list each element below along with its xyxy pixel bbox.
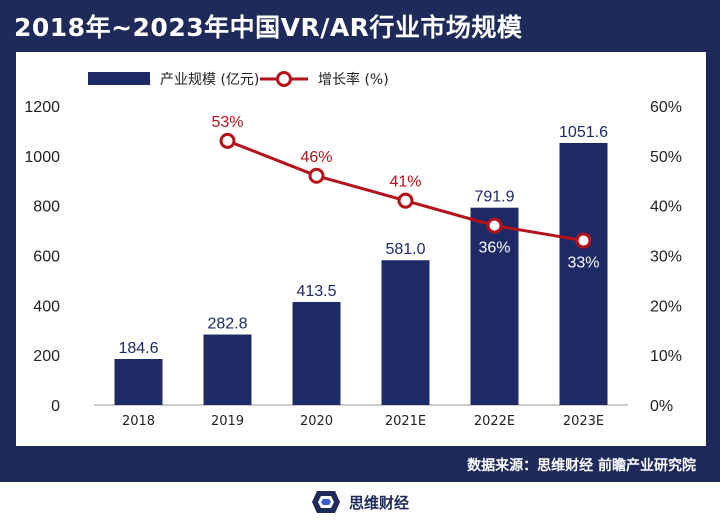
growth-point xyxy=(486,217,503,234)
chart-panel: 产业规模 (亿元) 增长率 (%) 0 200 400 600 800 1000 1200 0% 1… xyxy=(16,52,706,446)
y-right-tick-label: 10% xyxy=(650,348,682,365)
bar-value-label: 184.6 xyxy=(118,340,158,357)
bar-value-label: 581.0 xyxy=(385,241,425,258)
growth-value-label: 41% xyxy=(389,174,421,191)
bar xyxy=(559,142,608,406)
growth-point xyxy=(308,167,325,184)
x-tick-label: 2019 xyxy=(211,414,244,429)
y-left-tick-label: 400 xyxy=(33,298,60,315)
logo: 思维财经 xyxy=(311,489,409,515)
page-title: 2018年~2023年中国VR/AR行业市场规模 xyxy=(14,13,523,42)
y-right-tick-label: 60% xyxy=(650,99,682,116)
chart: 产业规模 (亿元) 增长率 (%) 0 200 400 600 800 1000 1200 0% 1… xyxy=(24,71,682,429)
growth-point xyxy=(575,232,592,249)
legend-swatch-bar xyxy=(88,72,150,85)
legend-label-growth: 增长率 (%) xyxy=(318,71,389,88)
x-tick-label: 2018 xyxy=(122,414,155,429)
chart-frame: 2018年~2023年中国VR/AR行业市场规模 产业规模 (亿元) 增长率 (%… xyxy=(0,0,720,482)
y-right-tick-label: 30% xyxy=(650,249,682,266)
source-note: 数据来源：思维财经 前瞻产业研究院 xyxy=(467,458,696,474)
y-right-tick-label: 20% xyxy=(650,298,682,315)
y-right-tick-label: 0% xyxy=(650,398,673,415)
bar xyxy=(381,260,430,405)
y-left-tick-label: 800 xyxy=(33,199,60,216)
y-left-tick-label: 1200 xyxy=(24,99,60,116)
logo-text: 思维财经 xyxy=(348,493,409,512)
growth-value-label: 36% xyxy=(478,240,510,257)
x-tick-label: 2021E xyxy=(385,414,426,429)
bar xyxy=(292,301,341,405)
growth-line xyxy=(226,139,584,243)
bar-value-label: 282.8 xyxy=(207,316,247,333)
y-right-tick-label: 40% xyxy=(650,199,682,216)
logo-icon xyxy=(311,491,340,513)
growth-value-label: 33% xyxy=(567,255,599,272)
bar-value-label: 791.9 xyxy=(474,189,514,206)
x-tick-label: 2023E xyxy=(563,414,604,429)
y-left-tick-label: 0 xyxy=(51,398,60,415)
legend-marker-growth xyxy=(276,71,292,87)
growth-point xyxy=(219,132,236,149)
bar xyxy=(203,334,252,405)
legend-label-bar: 产业规模 (亿元) xyxy=(160,72,259,88)
growth-value-label: 53% xyxy=(211,114,243,131)
y-left-tick-label: 600 xyxy=(33,249,60,266)
x-tick-label: 2022E xyxy=(474,414,515,429)
y-left-tick-label: 200 xyxy=(33,348,60,365)
y-left-tick-label: 1000 xyxy=(24,149,60,166)
y-right-tick-label: 50% xyxy=(650,149,682,166)
bar xyxy=(470,207,519,405)
bar-value-label: 413.5 xyxy=(296,283,336,300)
growth-value-label: 46% xyxy=(300,149,332,166)
footer: 思维财经 xyxy=(0,482,720,522)
x-tick-label: 2020 xyxy=(300,414,333,429)
growth-point xyxy=(397,192,414,209)
bar-value-label: 1051.6 xyxy=(559,124,608,141)
bar xyxy=(114,359,163,405)
